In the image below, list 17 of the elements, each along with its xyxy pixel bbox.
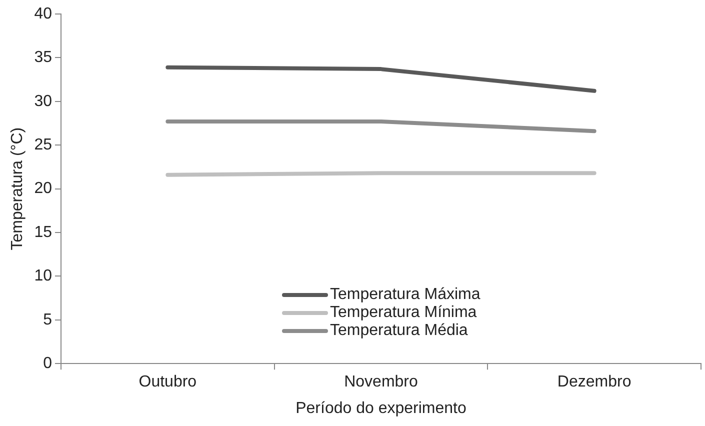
x-tick-label: Novembro — [344, 374, 418, 391]
y-tick-label: 35 — [34, 49, 52, 66]
x-axis-title: Período do experimento — [296, 400, 466, 417]
y-tick-label: 5 — [43, 311, 52, 328]
y-tick-label: 20 — [34, 180, 52, 198]
y-tick-label: 0 — [43, 355, 52, 372]
y-tick-label: 10 — [34, 268, 52, 285]
y-tick-label: 30 — [34, 92, 52, 110]
legend-label: Temperatura Máxima — [330, 286, 480, 304]
y-tick-label: 15 — [34, 224, 52, 241]
legend-label: Temperatura Mínima — [330, 304, 477, 322]
x-tick-label: Outubro — [138, 374, 197, 391]
y-axis-title: Temperatura (°C) — [9, 127, 26, 250]
legend-label: Temperatura Média — [330, 322, 468, 340]
x-tick-label: Dezembro — [557, 374, 632, 391]
y-tick-label: 25 — [34, 136, 52, 154]
y-tick-label: 40 — [34, 5, 52, 22]
